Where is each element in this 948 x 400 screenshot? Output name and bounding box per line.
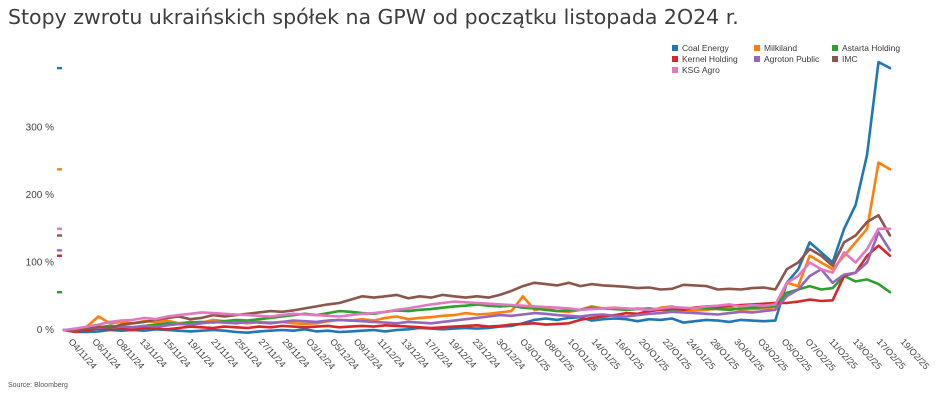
series-line-coal-energy xyxy=(62,60,892,335)
series-line-astarta-holding xyxy=(62,274,892,332)
legend-entry: Agroton Public xyxy=(754,54,832,64)
legend-label: Milkiland xyxy=(764,43,798,53)
legend-label: Astarta Holding xyxy=(842,43,901,53)
series-lines xyxy=(62,60,892,335)
legend-swatch xyxy=(672,67,678,73)
y-axis: 0 % 100 % 200 % 300 % xyxy=(26,123,54,337)
legend-entry: Kernel Holding xyxy=(672,54,754,64)
end-value-marker xyxy=(57,234,62,237)
legend-swatch xyxy=(672,45,678,51)
series-end-markers xyxy=(57,66,62,294)
legend-entry: Astarta Holding xyxy=(832,43,912,53)
end-value-marker xyxy=(57,168,62,171)
y-tick-label: 300 % xyxy=(26,123,54,134)
y-tick-label: 100 % xyxy=(26,258,54,269)
legend-swatch xyxy=(672,56,678,62)
y-tick-label: 0 % xyxy=(37,325,54,336)
legend-swatch xyxy=(832,45,838,51)
end-value-marker xyxy=(57,254,62,257)
chart-title: Stopy zwrotu ukraińskich spółek na GPW o… xyxy=(8,5,739,29)
series-line-agroton-public xyxy=(62,230,892,332)
legend-label: KSG Agro xyxy=(682,65,720,75)
legend-entry: KSG Agro xyxy=(672,65,754,75)
end-value-marker xyxy=(57,249,62,252)
legend-label: IMC xyxy=(842,54,858,64)
legend-label: Kernel Holding xyxy=(682,54,738,64)
legend: Coal Energy Milkiland Astarta Holding Kerne… xyxy=(672,43,912,75)
legend-swatch xyxy=(754,56,760,62)
series-line-ksg-agro xyxy=(62,227,892,332)
end-value-marker xyxy=(57,227,62,230)
legend-swatch xyxy=(832,56,838,62)
end-value-marker xyxy=(57,66,62,70)
legend-entry: Milkiland xyxy=(754,43,832,53)
series-line-imc xyxy=(62,214,892,333)
source-note: Source: Bloomberg xyxy=(8,382,68,389)
legend-label: Coal Energy xyxy=(682,43,729,53)
x-axis: O4/11/24O6/11/24O8/11/2413/11/2415/11/24… xyxy=(67,337,932,373)
legend-entry: Coal Energy xyxy=(672,43,754,53)
legend-entry: IMC xyxy=(832,54,912,64)
y-tick-label: 200 % xyxy=(26,190,54,201)
legend-label: Agroton Public xyxy=(764,54,820,64)
legend-swatch xyxy=(754,45,760,51)
end-value-marker xyxy=(57,291,62,294)
